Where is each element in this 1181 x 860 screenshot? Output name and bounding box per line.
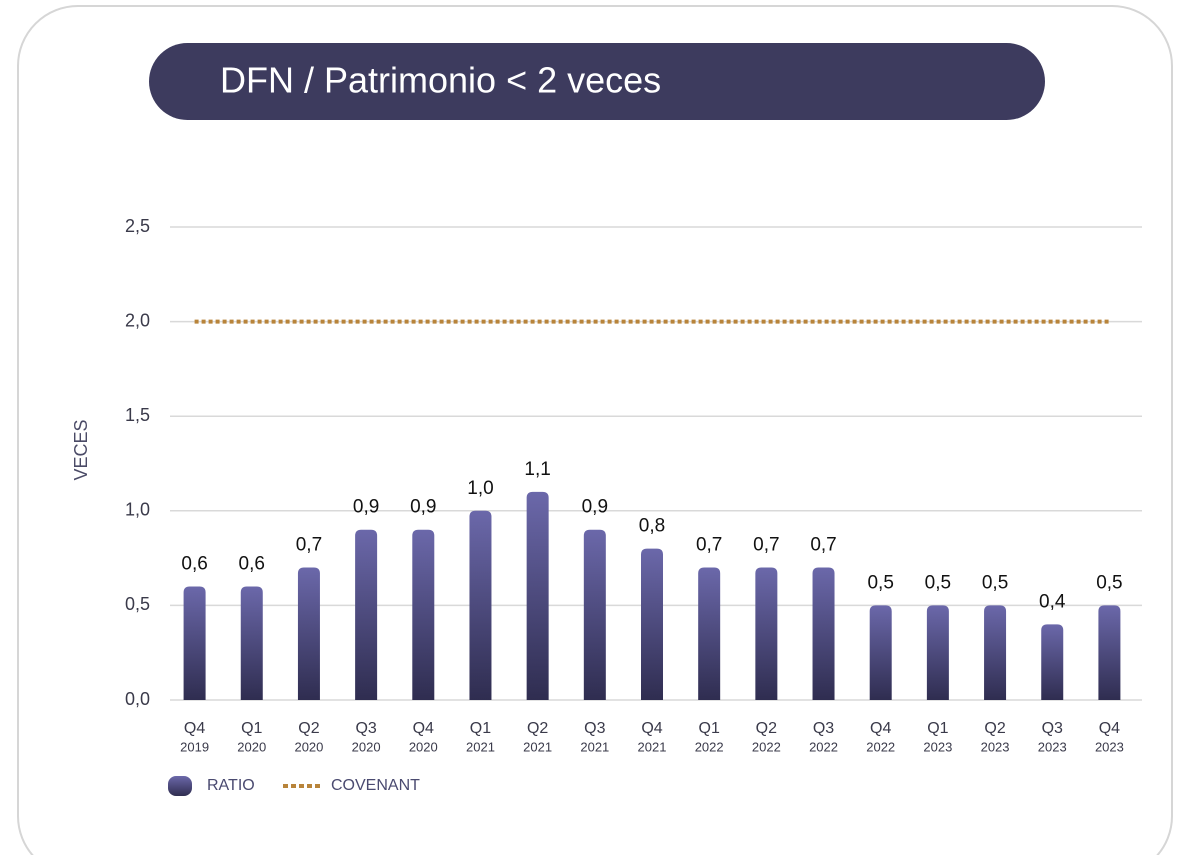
chart-title: DFN / Patrimonio < 2 veces bbox=[220, 60, 661, 101]
x-tick-label: Q3 bbox=[584, 720, 605, 737]
legend-swatch bbox=[168, 776, 192, 796]
bar bbox=[869, 605, 892, 700]
data-label: 0,8 bbox=[639, 516, 665, 537]
bar bbox=[183, 586, 206, 700]
bar bbox=[469, 510, 492, 700]
x-tick-label-year: 2023 bbox=[1095, 739, 1124, 754]
x-tick-label-year: 2022 bbox=[866, 739, 895, 754]
legend-label: RATIO bbox=[207, 777, 255, 794]
x-tick-label-year: 2023 bbox=[1038, 739, 1067, 754]
x-tick-label-year: 2021 bbox=[466, 739, 495, 754]
y-tick-label: 1,0 bbox=[125, 500, 150, 520]
x-tick-label-year: 2022 bbox=[695, 739, 724, 754]
x-tick-label-year: 2020 bbox=[237, 739, 266, 754]
bar bbox=[297, 567, 320, 700]
data-label: 0,5 bbox=[982, 572, 1008, 593]
data-label: 0,7 bbox=[296, 535, 322, 556]
x-tick-label: Q2 bbox=[984, 720, 1005, 737]
x-tick-label: Q4 bbox=[641, 720, 662, 737]
data-label: 0,5 bbox=[925, 572, 951, 593]
data-label: 0,5 bbox=[867, 572, 893, 593]
data-label: 0,9 bbox=[353, 497, 379, 518]
x-tick-label-year: 2020 bbox=[409, 739, 438, 754]
data-label: 1,1 bbox=[524, 459, 550, 480]
x-tick-label: Q2 bbox=[298, 720, 319, 737]
bar bbox=[240, 586, 263, 700]
x-tick-label-year: 2023 bbox=[981, 739, 1010, 754]
x-tick-label-year: 2022 bbox=[809, 739, 838, 754]
y-tick-label: 2,0 bbox=[125, 310, 150, 330]
x-tick-label-year: 2019 bbox=[180, 739, 209, 754]
bar bbox=[755, 567, 778, 700]
data-label: 0,7 bbox=[810, 535, 836, 556]
data-label: 1,0 bbox=[467, 478, 493, 499]
bar bbox=[641, 548, 663, 700]
bar bbox=[526, 491, 549, 700]
x-tick-label-year: 2021 bbox=[523, 739, 552, 754]
data-label: 0,9 bbox=[582, 497, 608, 518]
legend-label: COVENANT bbox=[331, 777, 420, 794]
data-label: 0,6 bbox=[239, 553, 265, 574]
x-tick-label: Q3 bbox=[813, 720, 834, 737]
bar bbox=[812, 567, 835, 700]
data-label: 0,4 bbox=[1039, 591, 1066, 612]
x-tick-label: Q1 bbox=[470, 720, 491, 737]
x-tick-label-year: 2020 bbox=[294, 739, 323, 754]
x-tick-label: Q3 bbox=[1042, 720, 1063, 737]
x-tick-label-year: 2020 bbox=[352, 739, 381, 754]
bar bbox=[926, 605, 949, 700]
bar bbox=[583, 529, 606, 700]
x-tick-label: Q2 bbox=[756, 720, 777, 737]
y-tick-label: 1,5 bbox=[125, 405, 150, 425]
x-tick-label: Q1 bbox=[241, 720, 262, 737]
x-tick-label-year: 2021 bbox=[580, 739, 609, 754]
x-tick-label: Q4 bbox=[184, 720, 205, 737]
x-tick-label-year: 2021 bbox=[638, 739, 667, 754]
bar bbox=[412, 529, 435, 700]
x-tick-label: Q4 bbox=[1099, 720, 1120, 737]
title-pill bbox=[149, 43, 1045, 120]
y-tick-label: 2,5 bbox=[125, 216, 150, 236]
x-tick-label: Q2 bbox=[527, 720, 548, 737]
data-label: 0,7 bbox=[753, 535, 779, 556]
bar bbox=[1098, 605, 1121, 700]
bar bbox=[984, 605, 1007, 700]
x-tick-label: Q3 bbox=[355, 720, 376, 737]
bar bbox=[698, 567, 721, 700]
bar bbox=[1041, 624, 1064, 700]
x-tick-label-year: 2023 bbox=[923, 739, 952, 754]
x-tick-label-year: 2022 bbox=[752, 739, 781, 754]
x-tick-label: Q1 bbox=[699, 720, 720, 737]
data-label: 0,7 bbox=[696, 535, 722, 556]
data-label: 0,6 bbox=[181, 553, 207, 574]
y-axis-label: VECES bbox=[71, 419, 91, 480]
x-tick-label: Q4 bbox=[870, 720, 891, 737]
data-label: 0,5 bbox=[1096, 572, 1122, 593]
y-tick-label: 0,5 bbox=[125, 594, 150, 614]
bar bbox=[355, 529, 378, 700]
x-tick-label: Q1 bbox=[927, 720, 948, 737]
x-tick-label: Q4 bbox=[413, 720, 434, 737]
data-label: 0,9 bbox=[410, 497, 436, 518]
y-tick-label: 0,0 bbox=[125, 689, 150, 709]
